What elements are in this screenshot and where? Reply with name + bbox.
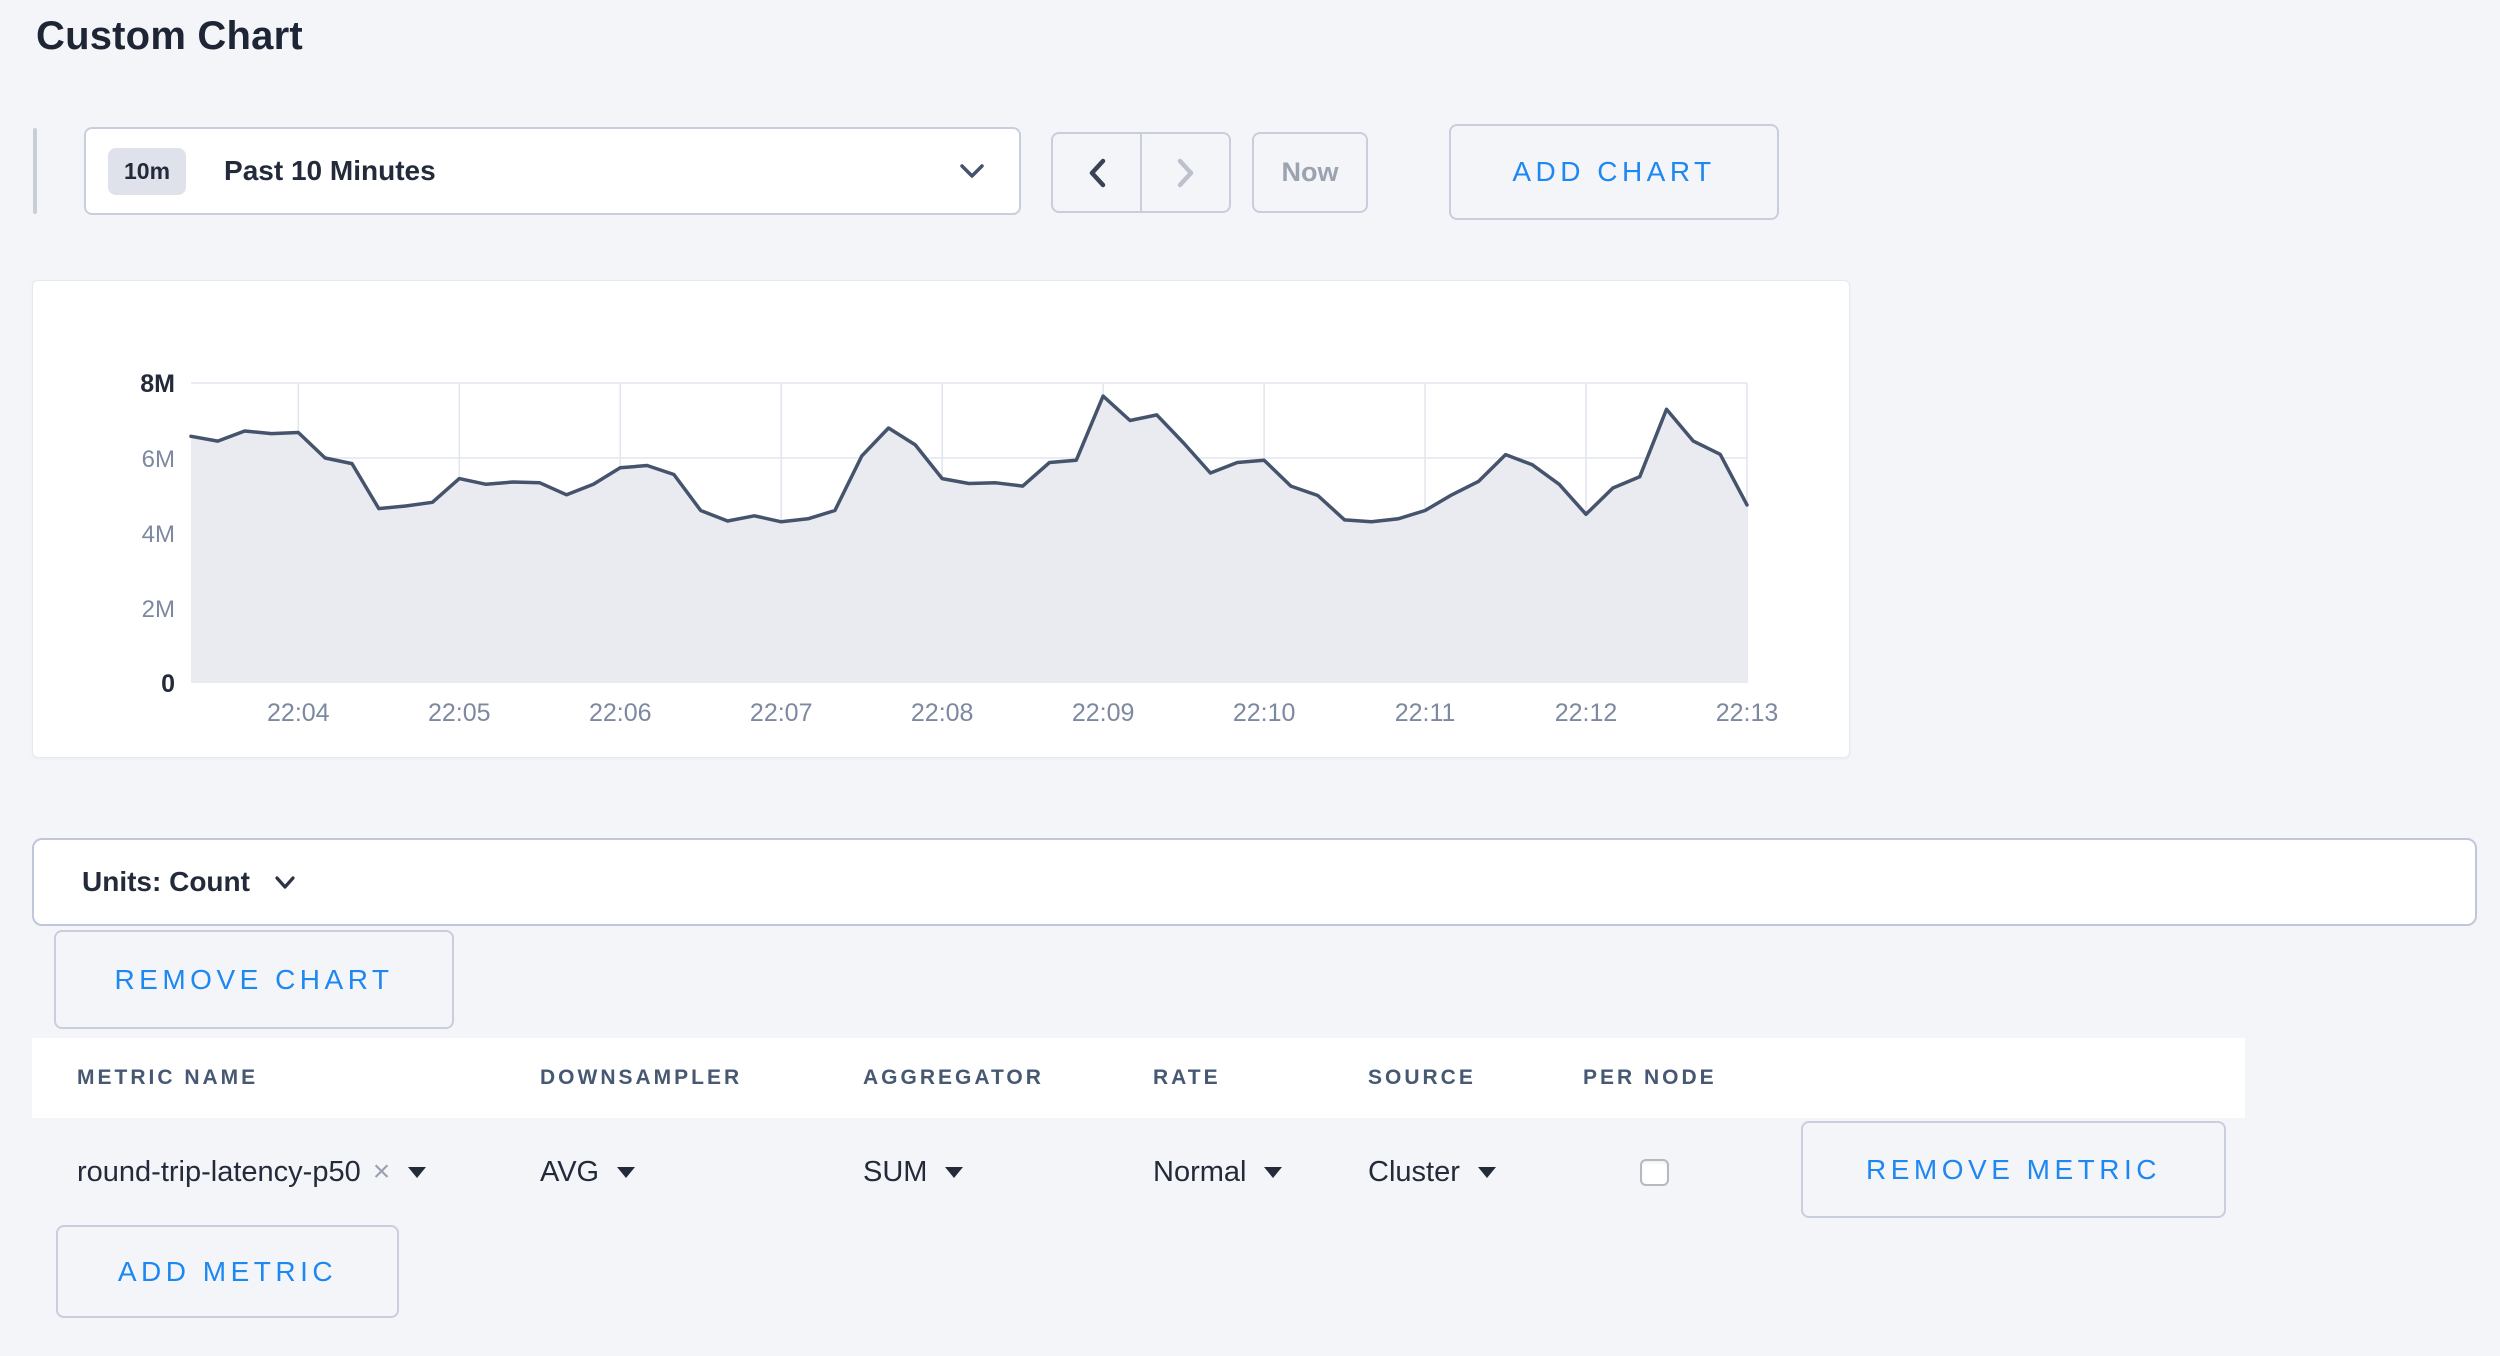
column-header-per-node: PER NODE	[1583, 1066, 1717, 1089]
chevron-down-icon	[274, 875, 296, 890]
column-header-source: SOURCE	[1368, 1066, 1476, 1089]
time-pager	[1051, 132, 1231, 213]
toolbar-accent-bar	[33, 128, 37, 214]
remove-metric-button[interactable]: REMOVE METRIC	[1801, 1121, 2226, 1218]
svg-text:22:06: 22:06	[589, 699, 652, 727]
svg-text:22:12: 22:12	[1555, 699, 1618, 727]
column-header-downsampler: DOWNSAMPLER	[540, 1066, 743, 1089]
source-value: Cluster	[1368, 1155, 1460, 1188]
aggregator-select[interactable]: SUM	[863, 1156, 1153, 1189]
metric-row: round-trip-latency-p50 × AVG SUM Normal …	[32, 1127, 2245, 1217]
svg-text:22:08: 22:08	[911, 699, 974, 727]
chevron-down-icon	[959, 162, 985, 180]
caret-down-icon	[945, 1166, 964, 1178]
metric-name-select[interactable]: round-trip-latency-p50 ×	[77, 1156, 540, 1189]
svg-text:2M: 2M	[142, 596, 175, 623]
time-range-select[interactable]: 10m Past 10 Minutes	[84, 127, 1021, 215]
chevron-left-icon	[1085, 156, 1109, 190]
timeseries-chart-card: 22:04 22:05 22:06 22:07 22:08 22:09 22:10 22:11…	[32, 280, 1850, 758]
svg-text:22:05: 22:05	[428, 699, 491, 727]
rate-value: Normal	[1153, 1155, 1247, 1188]
next-time-button[interactable]	[1140, 134, 1229, 211]
chevron-right-icon	[1174, 156, 1198, 190]
metric-name-value: round-trip-latency-p50	[77, 1155, 361, 1188]
per-node-checkbox[interactable]	[1640, 1158, 1669, 1186]
add-chart-button[interactable]: ADD CHART	[1449, 124, 1779, 220]
svg-text:6M: 6M	[142, 446, 175, 473]
clear-metric-icon[interactable]: ×	[372, 1155, 391, 1188]
caret-down-icon	[617, 1166, 636, 1178]
column-header-aggregator: AGGREGATOR	[863, 1066, 1044, 1089]
remove-chart-button[interactable]: REMOVE CHART	[54, 930, 454, 1029]
rate-select[interactable]: Normal	[1153, 1156, 1368, 1189]
add-metric-button[interactable]: ADD METRIC	[56, 1225, 399, 1318]
svg-text:22:13: 22:13	[1716, 699, 1779, 727]
caret-down-icon	[1264, 1166, 1283, 1178]
caret-down-icon	[408, 1166, 427, 1178]
svg-text:22:11: 22:11	[1395, 699, 1456, 727]
svg-text:22:04: 22:04	[267, 699, 330, 727]
svg-text:22:07: 22:07	[750, 699, 813, 727]
prev-time-button[interactable]	[1053, 134, 1140, 211]
page-title: Custom Chart	[36, 14, 303, 58]
aggregator-value: SUM	[863, 1155, 928, 1188]
svg-text:0: 0	[161, 670, 175, 698]
svg-text:22:10: 22:10	[1233, 699, 1296, 727]
column-header-rate: RATE	[1153, 1066, 1221, 1089]
metrics-table-header: METRIC NAME DOWNSAMPLER AGGREGATOR RATE …	[32, 1038, 2245, 1118]
time-range-label: Past 10 Minutes	[224, 155, 436, 186]
svg-text:22:09: 22:09	[1072, 699, 1135, 727]
svg-text:8M: 8M	[140, 370, 175, 398]
time-range-badge: 10m	[108, 147, 187, 195]
units-select-label: Units: Count	[82, 866, 250, 897]
units-select[interactable]: Units: Count	[32, 838, 2477, 926]
caret-down-icon	[1477, 1166, 1496, 1178]
timeseries-area-chart: 22:04 22:05 22:06 22:07 22:08 22:09 22:10 22:11…	[140, 370, 1779, 727]
downsampler-select[interactable]: AVG	[540, 1156, 863, 1189]
now-button[interactable]: Now	[1252, 132, 1368, 213]
source-select[interactable]: Cluster	[1368, 1156, 1583, 1189]
svg-text:4M: 4M	[142, 521, 175, 548]
downsampler-value: AVG	[540, 1155, 600, 1188]
column-header-metric-name: METRIC NAME	[77, 1066, 259, 1089]
